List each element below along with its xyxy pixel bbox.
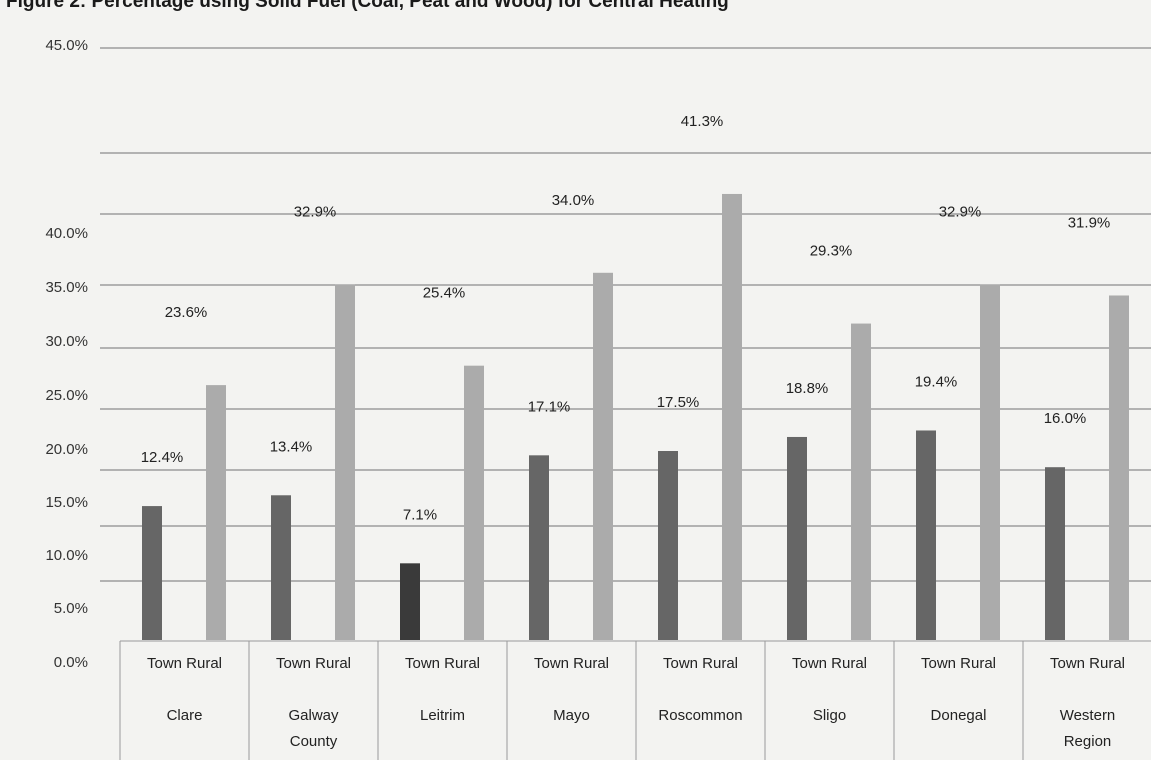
y-tick-label: 35.0% <box>45 279 88 296</box>
sub-category-label: Town Rural <box>921 655 996 672</box>
data-label-town: 18.8% <box>786 380 829 397</box>
bar-rural <box>464 365 484 640</box>
bar-town <box>400 563 420 640</box>
y-tick-label: 25.0% <box>45 387 88 404</box>
bar-rural <box>851 323 871 640</box>
data-label-rural: 32.9% <box>939 204 982 221</box>
data-label-rural: 41.3% <box>681 113 724 130</box>
data-label-town: 16.0% <box>1044 410 1087 427</box>
bar-rural <box>1109 295 1129 640</box>
y-tick-label: 20.0% <box>45 441 88 458</box>
bar-town <box>916 430 936 640</box>
bar-rural <box>593 272 613 640</box>
y-tick-label: 45.0% <box>45 37 88 54</box>
group-label: Mayo <box>553 707 590 724</box>
category-axis: Town Rural Clare Town Rural Galway County Tow… <box>119 640 1151 760</box>
data-label-rural: 32.9% <box>294 204 337 221</box>
bar-town <box>1045 467 1065 640</box>
sub-category-label: Town Rural <box>534 655 609 672</box>
data-label-town: 17.5% <box>657 394 700 411</box>
bar-town <box>658 451 678 640</box>
bar-town <box>529 455 549 640</box>
sub-category-label: Town Rural <box>405 655 480 672</box>
sub-category-label: Town Rural <box>792 655 867 672</box>
data-labels: 12.4% 23.6% 13.4% 32.9% 7.1% 25.4% 17.1% 34.0% 1… <box>141 113 1111 523</box>
bar-rural <box>722 193 742 640</box>
chart-title: Figure 2: Percentage using Solid Fuel (C… <box>6 0 729 12</box>
group-label: Clare <box>167 707 203 724</box>
group-label: Sligo <box>813 707 846 724</box>
data-label-town: 17.1% <box>528 398 571 415</box>
data-label-rural: 25.4% <box>423 285 466 302</box>
data-label-rural: 34.0% <box>552 192 595 209</box>
data-label-town: 19.4% <box>915 373 958 390</box>
group-label: Donegal <box>931 707 987 724</box>
y-tick-label: 0.0% <box>54 654 88 671</box>
bar-town <box>787 436 807 640</box>
bar-town <box>142 506 162 640</box>
y-tick-label: 40.0% <box>45 225 88 242</box>
data-label-town: 12.4% <box>141 449 184 466</box>
bar-rural <box>206 385 226 640</box>
y-tick-label: 30.0% <box>45 333 88 350</box>
sub-category-label: Town Rural <box>663 655 738 672</box>
bar-rural <box>980 284 1000 640</box>
data-label-rural: 23.6% <box>165 304 208 321</box>
y-axis-ticks: 45.0% 40.0% 35.0% 30.0% 25.0% 20.0% 15.0% 10.0%… <box>45 37 88 671</box>
y-tick-label: 15.0% <box>45 494 88 511</box>
group-label: Leitrim <box>420 707 465 724</box>
bar-town <box>271 495 291 640</box>
bars <box>142 193 1129 640</box>
bar-rural <box>335 284 355 640</box>
data-label-rural: 31.9% <box>1068 214 1111 231</box>
group-label: Roscommon <box>658 707 742 724</box>
data-label-town: 13.4% <box>270 438 313 455</box>
sub-category-label: Town Rural <box>1050 655 1125 672</box>
sub-category-label: Town Rural <box>276 655 351 672</box>
data-label-town: 7.1% <box>403 506 437 523</box>
chart-title-strip: Figure 2: Percentage using Solid Fuel (C… <box>0 0 1151 14</box>
y-tick-label: 5.0% <box>54 600 88 617</box>
group-label: Western Region <box>1060 707 1116 750</box>
data-label-rural: 29.3% <box>810 243 853 260</box>
sub-category-label: Town Rural <box>147 655 222 672</box>
y-tick-label: 10.0% <box>45 547 88 564</box>
group-label: Galway County <box>288 707 339 750</box>
